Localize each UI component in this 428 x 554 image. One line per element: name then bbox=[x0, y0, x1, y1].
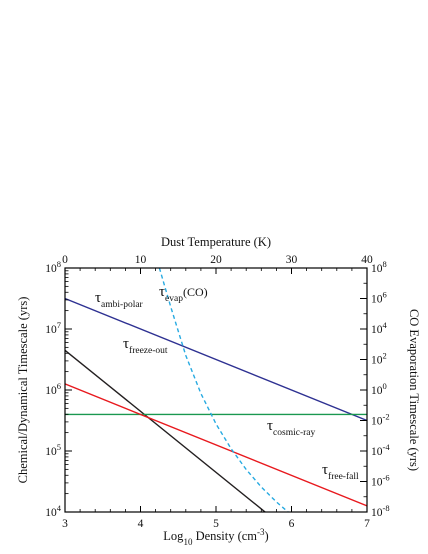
y-right-tick-label: 106 bbox=[371, 290, 387, 306]
y-left-tick-label: 108 bbox=[45, 259, 61, 275]
series-label-freeze-out: τfreeze-out bbox=[123, 336, 168, 356]
x-bottom-tick-label: 6 bbox=[289, 518, 295, 530]
y-right-tick-label: 10-2 bbox=[371, 412, 390, 428]
series-line-freeze-out bbox=[65, 349, 266, 512]
x-top-tick-label: 40 bbox=[361, 254, 373, 266]
x-bottom-tick-label: 4 bbox=[138, 518, 144, 530]
y-right-tick-label: 10-6 bbox=[371, 473, 390, 489]
y-right-tick-label: 104 bbox=[371, 320, 388, 336]
y-left-tick-label: 105 bbox=[45, 442, 61, 458]
labels-layer: 3 4 5 6 7 0 10 20 30 40 104 105 106 107 108 10-8 10-6 10-… bbox=[16, 235, 421, 547]
x-top-tick-label: 30 bbox=[286, 254, 298, 266]
y-right-tick-label: 108 bbox=[371, 259, 387, 275]
series-label-cosmic-ray: τcosmic-ray bbox=[267, 418, 315, 438]
y-right-axis-title: CO Evaporation Timescale (yrs) bbox=[407, 309, 421, 471]
y-right-tick-label: 10-4 bbox=[371, 442, 390, 458]
ticks-layer bbox=[64, 267, 368, 513]
series-label-evap: τevap(CO) bbox=[159, 284, 208, 304]
x-top-tick-label: 0 bbox=[62, 254, 68, 266]
x-top-tick-label: 20 bbox=[210, 254, 222, 266]
x-top-axis-title: Dust Temperature (K) bbox=[161, 235, 271, 249]
x-bottom-tick-label: 3 bbox=[62, 518, 68, 530]
y-left-tick-label: 107 bbox=[45, 320, 61, 336]
y-right-tick-label: 100 bbox=[371, 381, 387, 397]
series-line-ambi-polar bbox=[65, 297, 367, 422]
series-label-free-fall: τfree-fall bbox=[322, 462, 359, 482]
x-bottom-tick-label: 5 bbox=[213, 518, 219, 530]
y-right-tick-label: 10-8 bbox=[371, 503, 390, 519]
x-top-tick-label: 10 bbox=[135, 254, 147, 266]
x-bottom-tick-label: 7 bbox=[364, 518, 370, 530]
y-left-axis-title: Chemical/Dynamical Timescale (yrs) bbox=[16, 297, 30, 484]
y-left-tick-label: 104 bbox=[45, 503, 62, 519]
series-label-ambi-polar: τambi-polar bbox=[95, 290, 144, 310]
x-bottom-axis-title: Log10 Density (cm-3) bbox=[163, 527, 268, 547]
y-left-tick-label: 106 bbox=[45, 381, 61, 397]
series-line-free-fall bbox=[65, 383, 367, 507]
y-right-tick-label: 102 bbox=[371, 351, 387, 367]
series-layer bbox=[65, 268, 367, 512]
